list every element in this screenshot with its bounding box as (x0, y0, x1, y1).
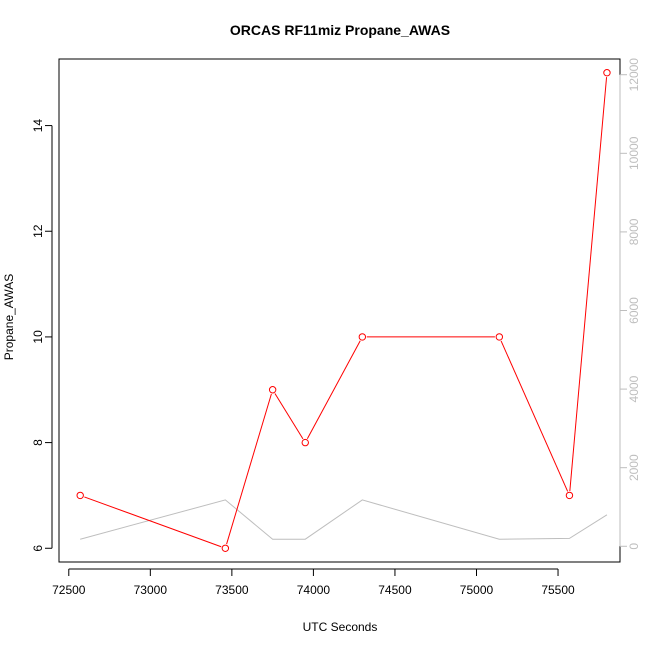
series-line-segment (569, 77, 608, 492)
right-y-axis: 0 2000 4000 6000 8000 10000 12000 (619, 58, 641, 550)
y-tick-label: 14 (31, 119, 45, 133)
data-point (268, 386, 277, 394)
series-line-segment (84, 496, 222, 548)
data-point (76, 491, 84, 500)
x-tick-label: 73500 (215, 583, 249, 597)
data-point (565, 491, 574, 500)
right-y-tick-label: 6000 (627, 297, 641, 324)
x-tick-label: 75500 (541, 583, 575, 597)
series-line-segment (500, 340, 569, 492)
right-y-tick-label: 2000 (627, 454, 641, 481)
y-tick-label: 12 (31, 224, 45, 238)
data-point (221, 544, 230, 552)
x-tick-label: 74000 (297, 583, 331, 597)
right-y-tick-label: 8000 (627, 218, 641, 245)
data-point (358, 333, 367, 341)
data-point (301, 438, 309, 447)
series-left-axis (76, 69, 611, 552)
x-tick-label: 75000 (460, 583, 494, 597)
series-layer (76, 69, 611, 552)
y-tick-label: 8 (31, 439, 45, 446)
right-y-tick-label: 4000 (627, 375, 641, 402)
x-axis: 72500 73000 73500 74000 74500 75000 75500 (52, 568, 575, 597)
plot-frame (58, 58, 621, 563)
x-axis-label: UTC Seconds (303, 620, 378, 634)
series-right-axis (80, 499, 608, 540)
y-tick-label: 6 (31, 545, 45, 552)
chart-title: ORCAS RF11miz Propane_AWAS (230, 22, 450, 38)
right-y-tick-label: 12000 (627, 58, 641, 92)
y-tick-label: 10 (31, 330, 45, 344)
data-point (495, 333, 504, 341)
series-line-segment (306, 340, 361, 439)
x-tick-label: 74500 (378, 583, 412, 597)
right-y-tick-label: 10000 (627, 136, 641, 170)
right-y-tick-label: 0 (627, 543, 641, 550)
x-tick-label: 73000 (134, 583, 168, 597)
series-line-segment (226, 393, 272, 545)
data-point (603, 69, 611, 77)
x-tick-label: 72500 (52, 583, 86, 597)
series-line (80, 499, 608, 540)
y-axis-label: Propane_AWAS (2, 274, 16, 361)
series-line-segment (274, 393, 304, 440)
y-axis: 6 8 10 12 14 (31, 119, 53, 552)
